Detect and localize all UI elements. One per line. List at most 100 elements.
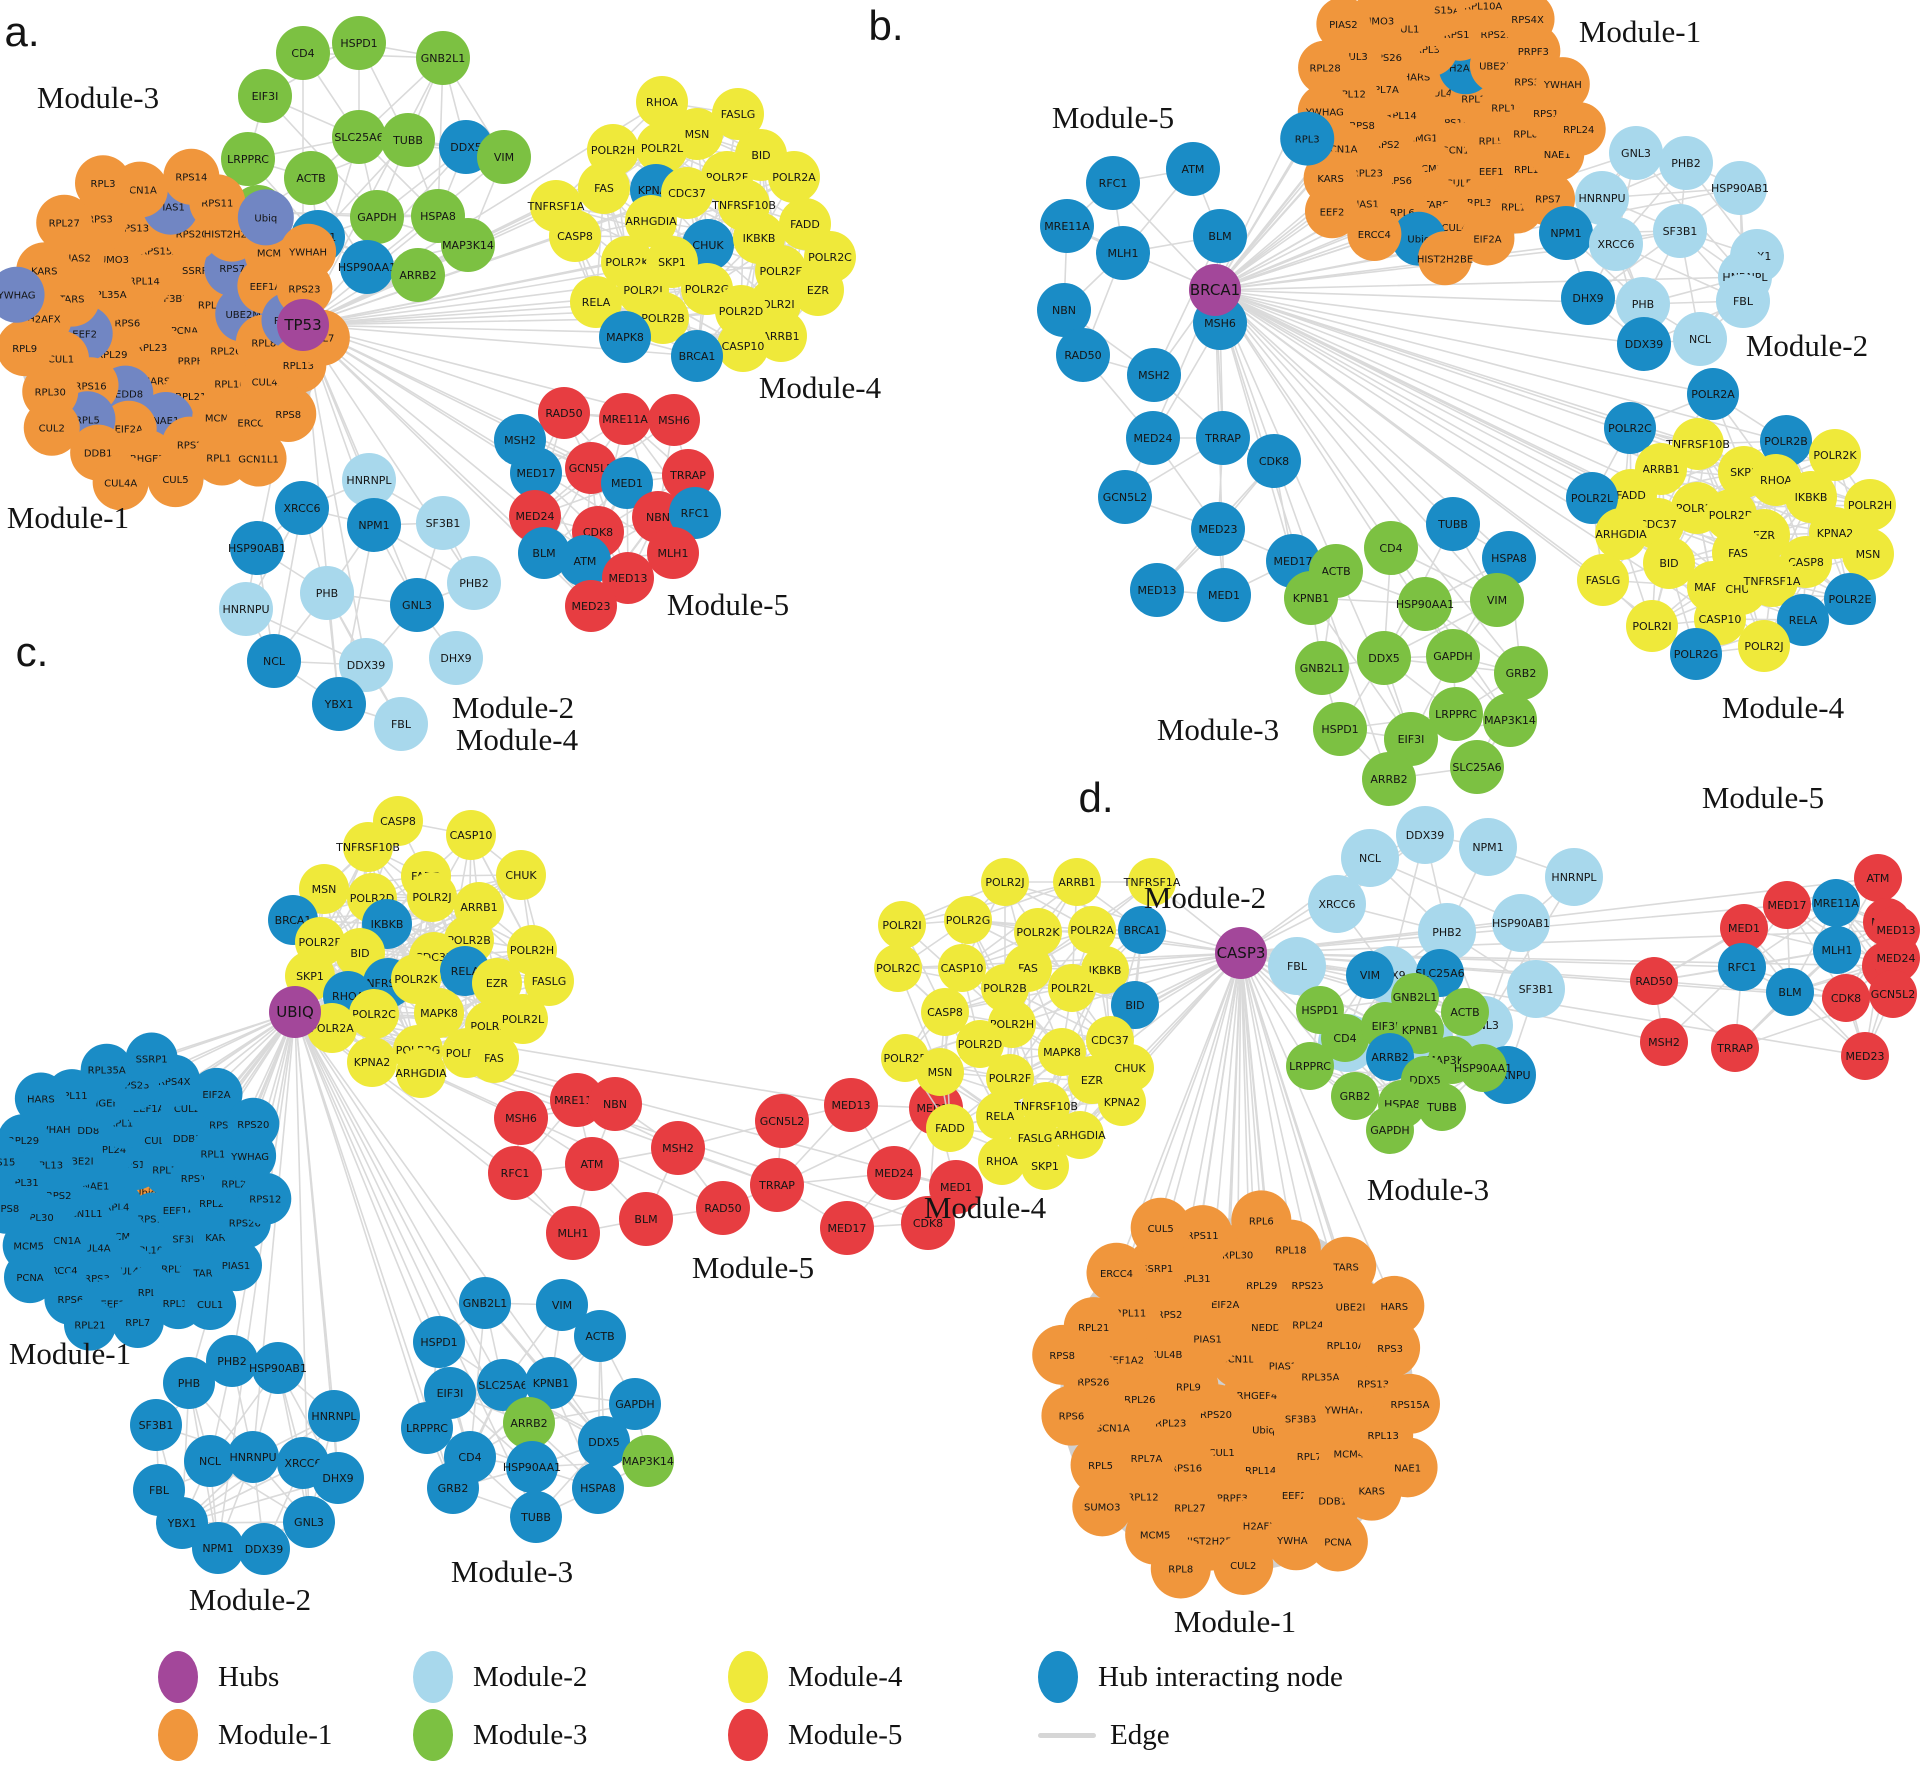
node-LRPPRC[interactable] [1429,687,1483,741]
hub-node-TP53[interactable] [277,299,329,351]
node-MAPK8[interactable] [414,988,464,1038]
node-MED13[interactable] [602,552,654,604]
node-CDK8[interactable] [1247,434,1301,488]
node-XRCC6[interactable] [1308,875,1366,933]
node-MAPK8[interactable] [1038,1028,1086,1076]
node-HSP90AB1[interactable] [1492,894,1550,952]
node-MAP3K14[interactable] [622,1435,674,1487]
node-RPL7[interactable] [111,1295,164,1348]
node-NCL[interactable] [1341,829,1399,887]
node-RPS15A[interactable] [1379,1373,1440,1434]
node-MSH6[interactable] [494,1091,548,1145]
node-GRB2[interactable] [1494,646,1548,700]
node-MLH1[interactable] [1096,226,1150,280]
node-HSPD1[interactable] [332,16,386,70]
node-ARHGDIA[interactable] [1595,508,1647,560]
node-MED17[interactable] [1763,881,1811,929]
node-POLR2L[interactable] [636,122,688,174]
node-CUL4A[interactable] [92,454,149,511]
node-GCN5L2[interactable] [1098,470,1152,524]
node-SF3B1[interactable] [1507,960,1565,1018]
node-RPL24[interactable] [1551,102,1606,157]
node-RFC1[interactable] [1718,943,1766,991]
node-SF3B1[interactable] [1653,204,1707,258]
node-ARRB1[interactable] [1053,858,1101,906]
node-HSPD1[interactable] [413,1316,465,1368]
node-POLR2B[interactable] [1760,415,1812,467]
node-POLR2A[interactable] [768,151,820,203]
node-RPL9[interactable] [1385,0,1439,21]
node-GRB2[interactable] [427,1462,479,1514]
node-RPL8[interactable] [1150,1538,1211,1599]
node-PIAS2[interactable] [1316,0,1371,51]
node-MLH1[interactable] [647,527,699,579]
node-MED13[interactable] [824,1078,878,1132]
node-MRE11A[interactable] [1812,879,1860,927]
node-POLR2I[interactable] [1626,600,1678,652]
node-PHB[interactable] [300,566,354,620]
node-DHX9[interactable] [1561,271,1615,325]
node-HNRNPU[interactable] [219,582,273,636]
node-VIM[interactable] [477,130,531,184]
node-POLR2A[interactable] [1687,368,1739,420]
node-CASP10[interactable] [938,944,986,992]
node-SKP1[interactable] [1021,1142,1069,1190]
node-RPL27[interactable] [36,194,93,251]
node-POLR2G[interactable] [1670,628,1722,680]
node-HSP90AA1[interactable] [340,240,394,294]
node-SF3B1[interactable] [416,496,470,550]
node-MED24[interactable] [1126,411,1180,465]
node-YWHAH[interactable] [1535,57,1590,112]
node-PHB2[interactable] [206,1335,258,1387]
node-GCN5L2[interactable] [755,1094,809,1148]
node-HARS[interactable] [1364,1275,1425,1336]
node-RPS14[interactable] [163,148,220,205]
node-TARS[interactable] [1316,1236,1377,1297]
node-POLR2G[interactable] [944,896,992,944]
node-ATM[interactable] [559,535,611,587]
node-RFC1[interactable] [669,487,721,539]
node-KPNB1[interactable] [1284,571,1338,625]
node-ARHGDIA[interactable] [396,1048,446,1098]
node-POLR2J[interactable] [1738,620,1790,672]
node-CUL5[interactable] [147,451,204,508]
node-MSH2[interactable] [651,1121,705,1175]
node-MED17[interactable] [510,447,562,499]
node-RPL28[interactable] [1298,40,1353,95]
node-BLM[interactable] [1766,968,1814,1016]
node-PCNA[interactable] [1307,1511,1368,1572]
node-RFC1[interactable] [488,1146,542,1200]
node-POLR2K[interactable] [1809,429,1861,481]
node-RHOA[interactable] [636,76,688,128]
node-EIF3I[interactable] [1384,712,1438,766]
node-CASP8[interactable] [549,210,601,262]
node-EIF2A[interactable] [190,1067,243,1120]
node-HNRNPU[interactable] [1575,171,1629,225]
node-CD4[interactable] [1364,521,1418,575]
node-POLR2L[interactable] [1566,472,1618,524]
node-HSPD1[interactable] [1313,702,1367,756]
node-VIM[interactable] [1470,573,1524,627]
node-FBL[interactable] [374,697,428,751]
node-MAP3K14[interactable] [1483,693,1537,747]
node-SSRP1[interactable] [125,1032,178,1085]
node-DHX9[interactable] [312,1452,364,1504]
node-VIM[interactable] [1346,951,1394,999]
node-GCN5L2[interactable] [1869,970,1917,1018]
node-RPS6[interactable] [1041,1385,1102,1446]
node-CASP10[interactable] [717,320,769,372]
node-HSP90AB1[interactable] [252,1342,304,1394]
node-BRCA1[interactable] [1118,906,1166,954]
node-RAD50[interactable] [538,387,590,439]
node-MED24[interactable] [1872,934,1920,982]
node-POLR2C[interactable] [1604,402,1656,454]
node-HSPA8[interactable] [572,1462,624,1514]
node-EZR[interactable] [472,958,522,1008]
node-ERCC4[interactable] [1086,1242,1147,1303]
node-RELA[interactable] [976,1092,1024,1140]
node-HSP90AB1[interactable] [1713,161,1767,215]
node-RAD50[interactable] [1056,328,1110,382]
node-HSP90AB1[interactable] [230,521,284,575]
node-PHB[interactable] [1616,277,1670,331]
node-RPS5[interactable] [1433,0,1487,9]
